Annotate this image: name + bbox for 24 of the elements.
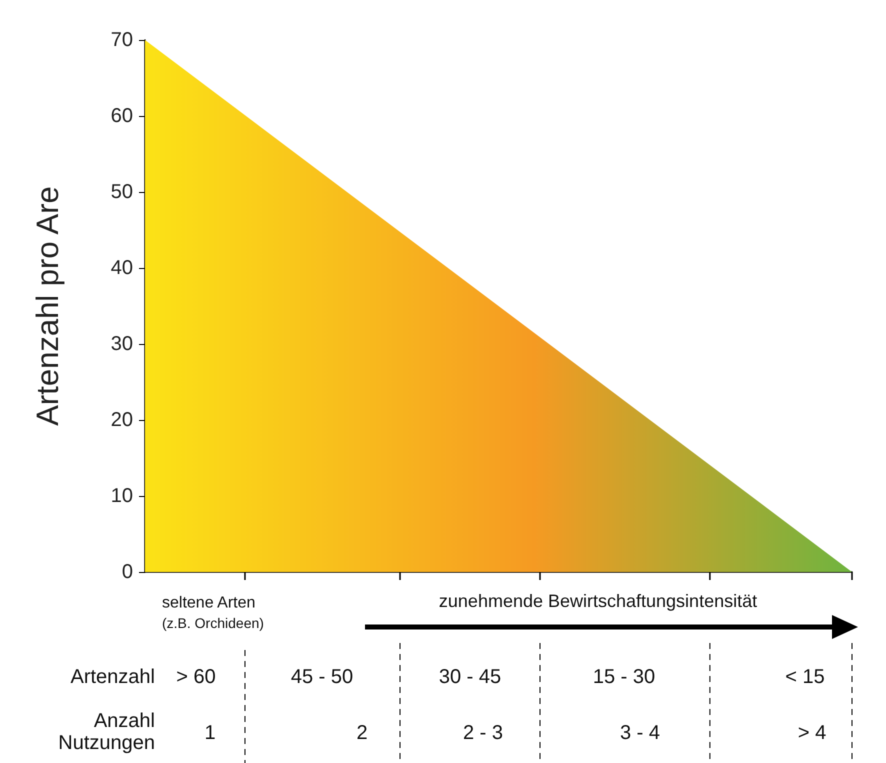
y-tick-label: 60 <box>110 105 133 127</box>
text: 45 - 50 <box>290 666 354 688</box>
y-tick-label: 10 <box>110 485 133 507</box>
y-tick-label: 20 <box>110 409 133 431</box>
text: (z.B. Orchideen) <box>162 615 264 631</box>
y-tick-label: 70 <box>110 29 133 51</box>
y-tick-label: 0 <box>122 561 133 583</box>
y-tick-label: 30 <box>110 333 133 355</box>
text: 30 - 45 <box>438 666 502 688</box>
text: > 4 <box>798 722 826 744</box>
text: Anzahl Nutzungen <box>58 710 155 754</box>
text: > 60 <box>176 666 216 688</box>
text: seltene Arten <box>162 594 256 612</box>
text: 1 <box>204 722 216 744</box>
text: 3 - 4 <box>620 722 660 744</box>
text: 15 - 30 <box>592 666 656 688</box>
text: < 15 <box>785 666 825 688</box>
text: zunehmende Bewirtschaftungsintensität <box>438 591 758 611</box>
y-tick-label: 50 <box>110 181 133 203</box>
text: 2 <box>356 722 368 744</box>
text: 2 - 3 <box>462 722 504 744</box>
y-tick-label: 40 <box>110 257 133 279</box>
text: Artenzahl <box>70 666 155 688</box>
y-axis-title: Artenzahl pro Are <box>30 186 65 426</box>
